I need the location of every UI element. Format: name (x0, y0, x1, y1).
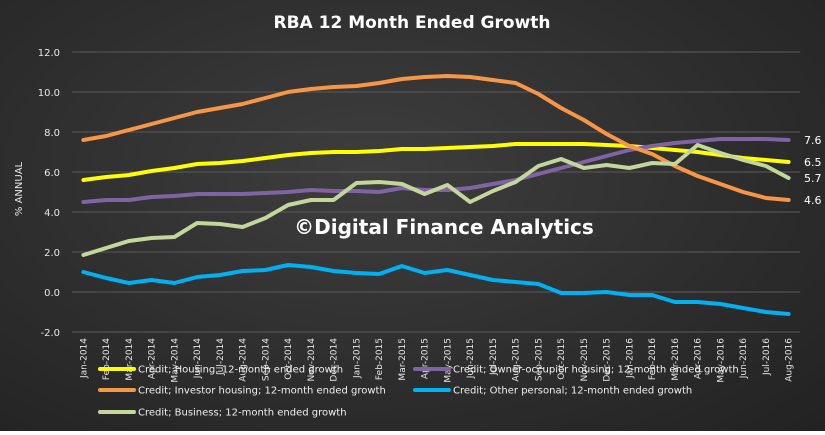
y-tick-label: 4.0 (44, 208, 60, 219)
chart-title: RBA 12 Month Ended Growth (274, 13, 551, 33)
series-lines (81, 74, 791, 316)
legend-label: Credit; Owner-occupier housing; 12-month… (453, 365, 739, 376)
legend-item: Credit; Business; 12-month ended growth (98, 408, 347, 419)
y-tick-label: 8.0 (44, 128, 60, 139)
legend-label: Credit; Other personal; 12-month ended g… (453, 386, 692, 397)
x-tick-label: Dec-2015 (603, 338, 613, 382)
y-tick-label: 2.0 (44, 248, 60, 259)
x-tick-label: Nov-2015 (580, 338, 590, 381)
y-axis-ticks: 12.0 10.0 8.0 6.0 4.0 2.0 0.0 -2.0 (38, 48, 60, 339)
series-end-label: 5.7 (804, 172, 822, 185)
x-tick-label: Feb-2016 (648, 338, 658, 380)
x-tick-label: May-2014 (170, 338, 180, 383)
x-tick-label: Apr-2016 (694, 338, 704, 379)
end-labels: 6.5 7.6 4.6 5.7 (804, 134, 822, 207)
x-tick-label: Aug-2015 (512, 338, 522, 382)
legend: Credit; Housing; 12-month ended growth Cr… (98, 365, 739, 419)
x-tick-label: Feb-2014 (102, 338, 112, 380)
x-tick-label: Aug-2016 (785, 338, 795, 382)
series-line (81, 74, 791, 202)
y-tick-label: 10.0 (38, 88, 60, 99)
y-axis-label: % ANNUAL (14, 161, 25, 216)
x-tick-label: Apr-2015 (421, 338, 431, 379)
series-end-label: 6.5 (804, 156, 822, 169)
x-tick-label: May-2015 (443, 338, 453, 383)
watermark: ©Digital Finance Analytics (294, 215, 594, 239)
x-tick-label: Oct-2014 (284, 338, 294, 380)
legend-item: Credit; Investor housing; 12-month ended… (98, 386, 386, 397)
x-tick-label: Mar-2015 (398, 338, 408, 381)
x-tick-label: Jan-2016 (625, 338, 635, 379)
legend-item: Credit; Other personal; 12-month ended g… (413, 386, 692, 397)
legend-item: Credit; Owner-occupier housing; 12-month… (413, 365, 739, 376)
x-tick-label: Sep-2014 (261, 338, 271, 381)
x-tick-label: Dec-2014 (330, 338, 340, 382)
x-tick-label: Mar-2014 (125, 338, 135, 381)
series-line (81, 142, 791, 182)
x-tick-label: Feb-2015 (375, 338, 385, 380)
x-tick-label: Jul-2015 (489, 338, 499, 376)
gridlines (72, 51, 800, 333)
legend-label: Credit; Housing; 12-month ended growth (138, 365, 343, 376)
series-line (81, 143, 791, 257)
x-tick-label: Nov-2014 (307, 338, 317, 382)
series-line (81, 263, 791, 316)
legend-label: Credit; Business; 12-month ended growth (138, 408, 347, 419)
x-tick-label: Mar-2016 (671, 338, 681, 381)
x-tick-label: Sep-2015 (534, 338, 544, 381)
x-tick-label: Jun-2014 (193, 338, 203, 379)
x-tick-label: May-2016 (716, 338, 726, 383)
x-tick-label: Jul-2014 (216, 338, 226, 376)
series-end-label: 4.6 (804, 194, 822, 207)
x-tick-label: Apr-2014 (148, 338, 158, 379)
y-tick-label: -2.0 (40, 328, 60, 339)
y-tick-label: 12.0 (38, 48, 60, 59)
y-tick-label: 0.0 (44, 288, 60, 299)
x-tick-label: Oct-2015 (557, 338, 567, 380)
x-axis-ticks: Jan-2014 Feb-2014 Mar-2014 Apr-2014 May-2014… (79, 338, 794, 383)
series-end-label: 7.6 (804, 134, 822, 147)
x-tick-label: Aug-2014 (239, 338, 249, 382)
y-tick-label: 6.0 (44, 168, 60, 179)
x-tick-label: Jul-2016 (762, 338, 772, 376)
x-tick-label: Jun-2016 (739, 338, 749, 379)
x-tick-label: Jan-2014 (79, 338, 89, 379)
x-tick-label: Jan-2015 (352, 338, 362, 379)
legend-label: Credit; Investor housing; 12-month ended… (138, 386, 386, 397)
x-tick-label: Jun-2015 (466, 338, 476, 379)
legend-item: Credit; Housing; 12-month ended growth (98, 365, 343, 376)
